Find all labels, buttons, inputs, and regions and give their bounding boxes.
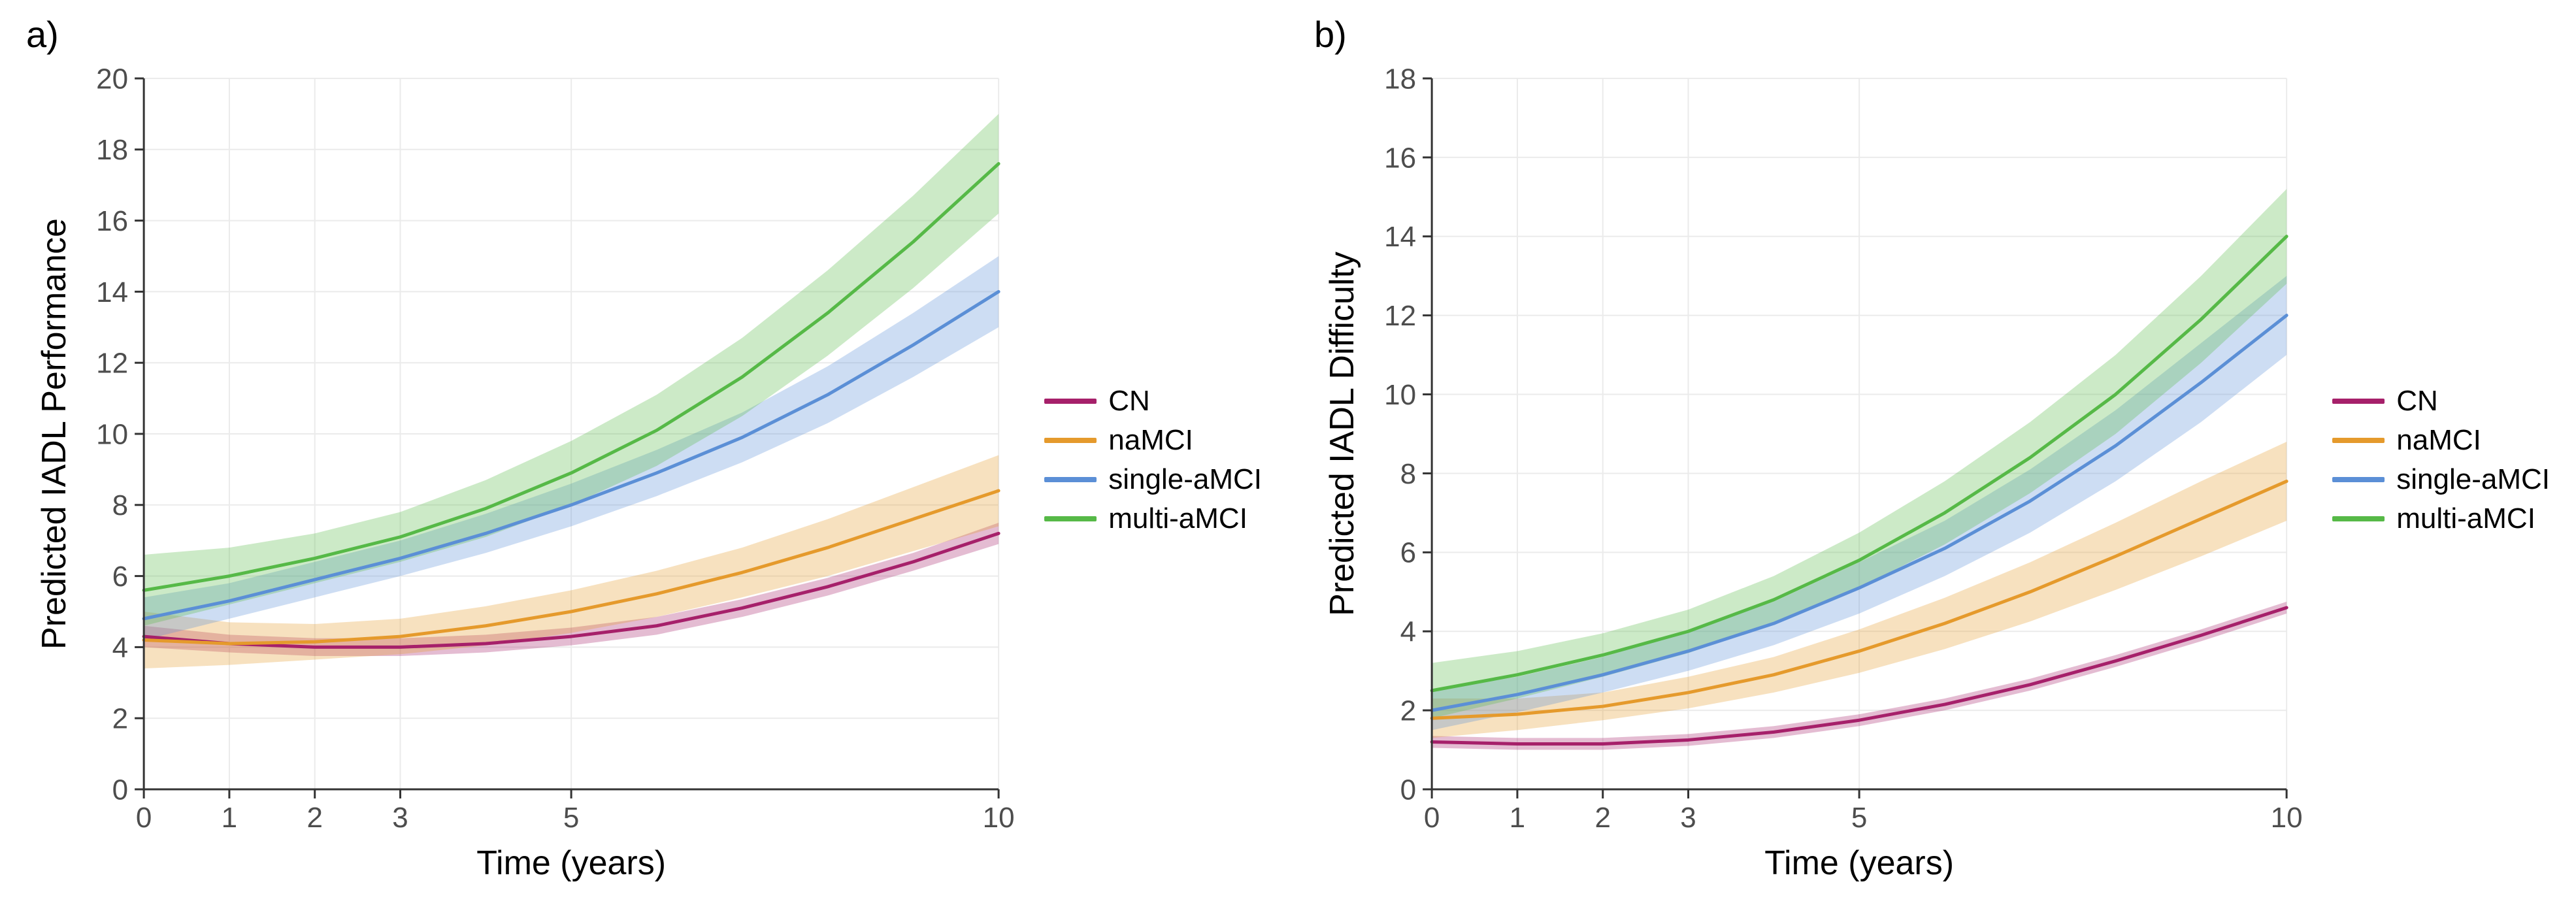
- legend-label: naMCI: [1108, 424, 1193, 457]
- svg-text:12: 12: [1384, 300, 1416, 332]
- svg-text:4: 4: [112, 632, 128, 664]
- panel-a-legend: CN naMCI single-aMCI multi-aMCI: [1038, 378, 1288, 542]
- figure: a) 012351002468101214161820Time (years)P…: [0, 0, 2576, 920]
- legend-label: multi-aMCI: [1108, 502, 1247, 535]
- legend-item-multi-aMCI: multi-aMCI: [1044, 502, 1262, 535]
- panel-a-svg: 012351002468101214161820Time (years)Pred…: [0, 0, 1038, 920]
- svg-text:0: 0: [1400, 774, 1416, 806]
- legend-item-multi-aMCI: multi-aMCI: [2332, 502, 2550, 535]
- legend-item-single-aMCI: single-aMCI: [2332, 463, 2550, 496]
- svg-text:1: 1: [222, 802, 237, 834]
- svg-text:10: 10: [983, 802, 1015, 834]
- svg-text:6: 6: [1400, 537, 1416, 569]
- svg-text:3: 3: [1680, 802, 1696, 834]
- svg-text:0: 0: [112, 774, 128, 806]
- legend-label: single-aMCI: [2396, 463, 2550, 496]
- x-axis: 0 1 2 3 5 10: [1424, 789, 2303, 834]
- legend-swatch-icon: [1044, 516, 1097, 521]
- panel-b: b) 0123510024681012141618Time (years)Pre…: [1288, 0, 2576, 920]
- legend-label: naMCI: [2396, 424, 2481, 457]
- legend-swatch-icon: [2332, 438, 2385, 443]
- legend-item-naMCI: naMCI: [2332, 424, 2550, 457]
- legend-label: single-aMCI: [1108, 463, 1262, 496]
- svg-text:0: 0: [136, 802, 152, 834]
- y-axis-title: Predicted IADL Performance: [35, 218, 73, 649]
- legend-swatch-icon: [1044, 438, 1097, 443]
- legend-swatch-icon: [2332, 516, 2385, 521]
- svg-text:2: 2: [306, 802, 322, 834]
- svg-text:4: 4: [1400, 616, 1416, 648]
- panel-b-plot-wrap: 0123510024681012141618Time (years)Predic…: [1288, 0, 2326, 920]
- panel-b-svg: 0123510024681012141618Time (years)Predic…: [1288, 0, 2326, 920]
- legend-label: CN: [1108, 385, 1150, 418]
- svg-text:20: 20: [96, 63, 128, 95]
- svg-text:14: 14: [1384, 221, 1416, 253]
- x-axis-title: Time (years): [1764, 844, 1954, 882]
- svg-text:2: 2: [1400, 695, 1416, 727]
- legend-swatch-icon: [2332, 477, 2385, 482]
- legend-swatch-icon: [1044, 477, 1097, 482]
- legend-swatch-icon: [2332, 399, 2385, 404]
- svg-text:2: 2: [1594, 802, 1610, 834]
- y-axis: 0 2 4 6 8 10 12 14 16 18: [1384, 63, 1432, 806]
- y-axis-title: Predicted IADL Difficulty: [1323, 252, 1361, 616]
- svg-text:18: 18: [1384, 63, 1416, 95]
- legend-item-CN: CN: [1044, 385, 1262, 418]
- legend-item-naMCI: naMCI: [1044, 424, 1262, 457]
- x-axis: 0 1 2 3 5 10: [136, 789, 1015, 834]
- svg-text:18: 18: [96, 134, 128, 166]
- svg-text:1: 1: [1510, 802, 1525, 834]
- svg-text:8: 8: [112, 489, 128, 521]
- svg-text:10: 10: [1384, 379, 1416, 411]
- svg-text:12: 12: [96, 348, 128, 380]
- legend-swatch-icon: [1044, 399, 1097, 404]
- panel-a-plot-wrap: 012351002468101214161820Time (years)Pred…: [0, 0, 1038, 920]
- svg-text:8: 8: [1400, 458, 1416, 490]
- svg-text:6: 6: [112, 561, 128, 593]
- svg-text:10: 10: [2271, 802, 2303, 834]
- x-axis-title: Time (years): [476, 844, 666, 882]
- svg-text:14: 14: [96, 276, 128, 308]
- svg-text:16: 16: [96, 205, 128, 237]
- svg-text:2: 2: [112, 703, 128, 735]
- svg-text:10: 10: [96, 418, 128, 450]
- legend-label: multi-aMCI: [2396, 502, 2535, 535]
- svg-text:16: 16: [1384, 142, 1416, 174]
- y-axis: 0 2 4 6 8 10 12 14 16 18 20: [96, 63, 144, 806]
- legend-item-CN: CN: [2332, 385, 2550, 418]
- panel-b-legend: CN naMCI single-aMCI multi-aMCI: [2326, 378, 2576, 542]
- svg-text:0: 0: [1424, 802, 1440, 834]
- svg-text:3: 3: [392, 802, 408, 834]
- svg-text:5: 5: [563, 802, 579, 834]
- svg-text:5: 5: [1851, 802, 1867, 834]
- legend-item-single-aMCI: single-aMCI: [1044, 463, 1262, 496]
- legend-label: CN: [2396, 385, 2438, 418]
- panel-a: a) 012351002468101214161820Time (years)P…: [0, 0, 1288, 920]
